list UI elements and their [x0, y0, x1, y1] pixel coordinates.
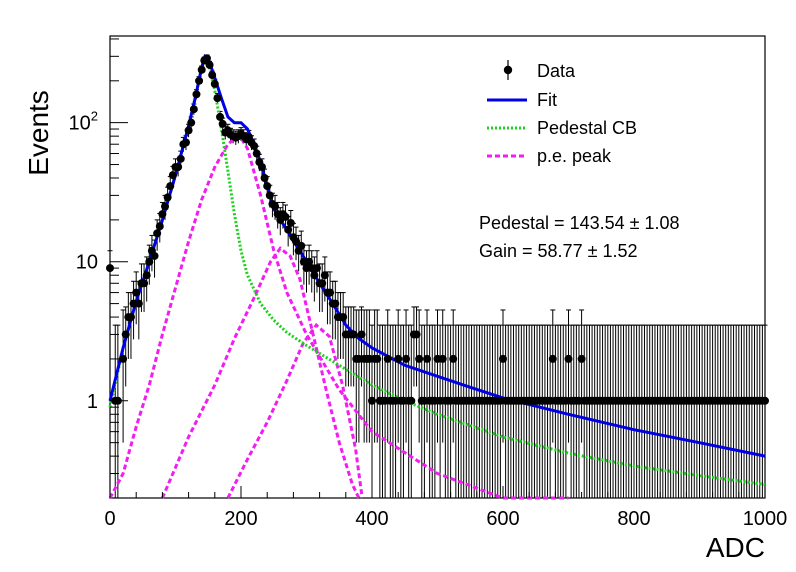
data-point	[158, 210, 167, 219]
data-point	[320, 271, 329, 280]
y-axis-title: Events	[23, 90, 54, 176]
data-point	[331, 299, 340, 308]
data-point	[339, 313, 348, 322]
data-point	[155, 222, 164, 231]
data-point	[438, 354, 447, 363]
data-point	[119, 354, 128, 363]
data-point	[407, 396, 416, 405]
error-bars	[107, 54, 768, 498]
data-point	[402, 354, 411, 363]
data-point	[132, 288, 141, 297]
y-tick-label: 1	[87, 391, 98, 413]
data-points	[106, 54, 769, 405]
data-point	[305, 257, 314, 266]
x-tick-label: 800	[617, 508, 650, 530]
data-point	[134, 299, 143, 308]
data-point	[126, 313, 135, 322]
data-point	[415, 354, 424, 363]
data-point	[499, 354, 507, 363]
data-point	[368, 396, 376, 405]
data-point	[252, 149, 261, 158]
data-point	[564, 354, 573, 363]
x-axis-title: ADC	[706, 532, 765, 563]
data-point	[187, 118, 196, 127]
data-point	[168, 171, 177, 180]
data-point	[208, 71, 217, 80]
data-point	[260, 174, 269, 183]
data-point	[197, 65, 206, 74]
annotation-gain: Gain = 58.77 ± 1.52	[479, 241, 638, 261]
data-point	[318, 279, 327, 288]
data-point	[213, 94, 222, 103]
pe-peak-curve-3	[226, 322, 364, 499]
data-point	[286, 218, 295, 227]
data-point	[163, 193, 172, 202]
data-point	[202, 54, 211, 63]
data-point	[292, 237, 301, 246]
data-point	[257, 162, 266, 171]
data-point	[210, 79, 219, 88]
x-tick-label: 1000	[743, 508, 788, 530]
legend-item-fit: Fit	[487, 90, 557, 110]
legend-label-fit: Fit	[537, 90, 557, 110]
data-point	[174, 162, 183, 171]
data-point	[412, 330, 421, 339]
data-point	[161, 202, 170, 211]
pe-peak-curve-2	[161, 246, 361, 499]
legend: Data Fit Pedestal CB p.e. peak	[487, 60, 637, 166]
data-point	[176, 154, 185, 163]
annotation-pedestal: Pedestal = 143.54 ± 1.08	[479, 213, 680, 233]
data-point	[195, 76, 204, 85]
data-point	[383, 354, 392, 363]
data-point	[263, 182, 272, 191]
legend-item-data: Data	[503, 60, 576, 81]
data-point	[153, 229, 162, 238]
data-point	[140, 279, 149, 288]
legend-label-pedestal: Pedestal CB	[537, 118, 637, 138]
data-point	[271, 202, 280, 211]
data-point	[297, 241, 306, 250]
data-point	[548, 354, 557, 363]
data-point	[310, 271, 319, 280]
y-tick-label: 102	[69, 109, 98, 135]
legend-data-marker	[503, 65, 513, 75]
data-point	[150, 251, 159, 260]
data-point	[142, 271, 151, 280]
data-point	[357, 330, 366, 339]
data-point	[281, 212, 290, 221]
legend-label-data: Data	[537, 61, 576, 81]
x-tick-label: 0	[104, 508, 115, 530]
data-point	[326, 288, 335, 297]
data-point	[423, 354, 432, 363]
legend-label-pe-peak: p.e. peak	[537, 146, 612, 166]
x-tick-label: 200	[224, 508, 257, 530]
data-point	[216, 112, 225, 121]
data-point	[121, 330, 130, 339]
data-point	[181, 138, 190, 147]
data-point	[394, 354, 403, 363]
data-point	[312, 264, 321, 273]
data-point	[373, 354, 382, 363]
data-point	[189, 105, 198, 114]
data-point	[349, 330, 358, 339]
data-point	[284, 225, 293, 234]
data-point	[250, 141, 259, 150]
legend-item-pe-peak: p.e. peak	[487, 146, 612, 166]
data-point	[218, 119, 227, 128]
data-point	[761, 396, 769, 405]
x-tick-label: 600	[486, 508, 519, 530]
axes: 0 200 400 600 800 1000 1 10 102	[69, 38, 788, 530]
data-point	[205, 60, 214, 69]
data-point	[577, 354, 586, 363]
x-tick-label: 400	[355, 508, 388, 530]
data-point	[145, 257, 154, 266]
data-point	[192, 90, 201, 99]
data-point	[166, 182, 175, 191]
data-point	[449, 354, 458, 363]
data-point	[265, 191, 274, 200]
legend-item-pedestal: Pedestal CB	[487, 118, 637, 138]
y-tick-label: 10	[76, 252, 98, 274]
data-point	[184, 126, 193, 135]
